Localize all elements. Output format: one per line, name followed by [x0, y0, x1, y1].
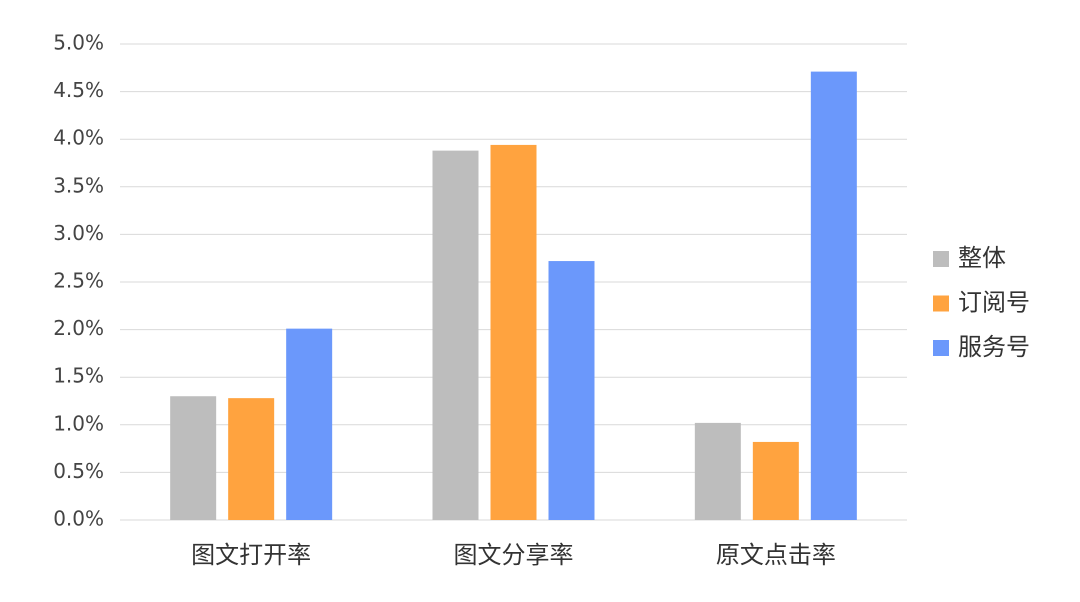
y-tick-label: 3.5% [53, 173, 104, 197]
y-tick-label: 2.5% [53, 269, 104, 293]
x-tick-label: 图文打开率 [191, 541, 311, 569]
bar [752, 441, 799, 520]
y-tick-label: 5.0% [53, 31, 104, 55]
y-tick-label: 4.5% [53, 78, 104, 102]
x-tick-label: 图文分享率 [454, 541, 574, 569]
bar [228, 398, 275, 520]
bar [810, 71, 857, 520]
y-tick-label: 1.5% [53, 364, 104, 388]
bar [286, 328, 333, 520]
bar [490, 144, 537, 521]
y-tick-label: 1.0% [53, 411, 104, 435]
bar [432, 150, 479, 520]
legend-swatch [933, 295, 949, 312]
bar [548, 261, 595, 520]
legend-label: 整体 [958, 244, 1006, 272]
y-tick-label: 0.5% [53, 459, 104, 483]
y-tick-label: 2.0% [53, 316, 104, 340]
legend-label: 订阅号 [958, 289, 1030, 317]
x-tick-label: 原文点击率 [716, 541, 836, 569]
bar [694, 422, 741, 520]
y-tick-label: 4.0% [53, 126, 104, 150]
y-tick-label: 0.0% [53, 507, 104, 531]
bar [170, 396, 217, 520]
y-tick-label: 3.0% [53, 221, 104, 245]
legend-swatch [933, 251, 949, 267]
legend-swatch [933, 340, 949, 356]
legend-label: 服务号 [958, 333, 1030, 361]
